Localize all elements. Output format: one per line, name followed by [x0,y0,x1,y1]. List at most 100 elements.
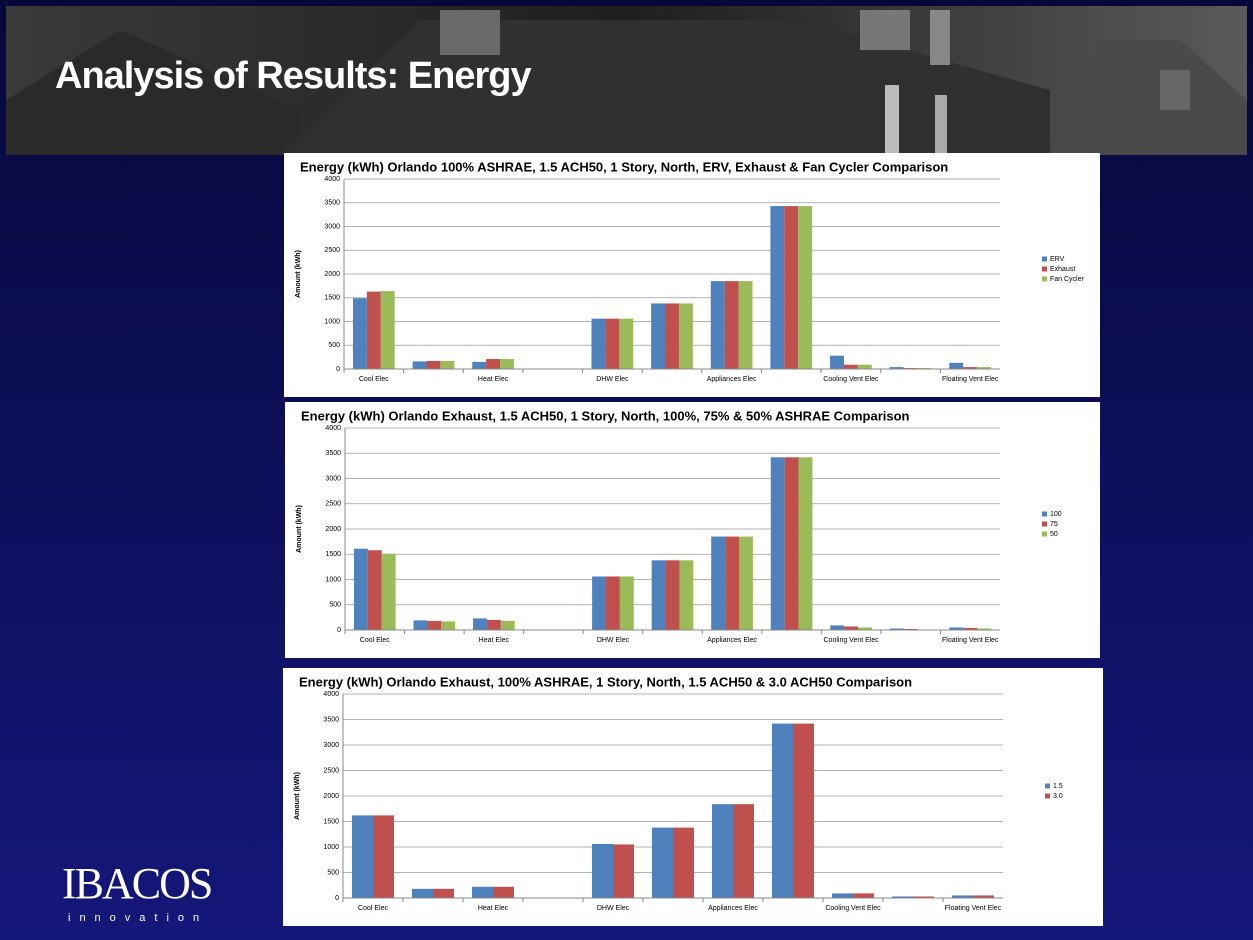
y-tick-label: 4000 [323,691,339,698]
y-tick-label: 2000 [324,271,340,278]
bar [977,367,992,369]
bar [353,548,368,630]
x-tick-label: Floating Vent Elec [942,637,999,644]
x-tick-label: DHW Elec [596,376,629,383]
y-tick-label: 1500 [324,295,340,302]
bar [500,359,514,369]
bar [830,625,845,630]
bar [738,536,753,630]
bar [738,281,753,369]
header-image [6,6,1247,155]
bar [413,620,428,630]
bar [652,827,673,898]
bar [352,815,373,898]
y-tick-label: 3500 [323,716,339,723]
y-tick-label: 3000 [324,223,340,230]
bar [486,359,501,369]
bar [679,560,694,630]
slide-title: Analysis of Results: Energy [55,55,531,97]
x-tick-label: Appliances Elec [707,637,757,644]
bar [963,627,978,630]
bar [412,361,427,369]
chart-title: Energy (kWh) Orlando 100% ASHRAE, 1.5 AC… [300,159,948,174]
bar [798,457,813,630]
legend-swatch [1042,521,1047,527]
y-tick-label: 500 [327,869,339,876]
legend-swatch [1042,256,1047,262]
legend-label: 100 [1050,511,1062,518]
bar [613,844,634,898]
bar [858,627,872,630]
legend-label: 75 [1050,521,1058,528]
legend-swatch [1045,793,1050,799]
bar [473,618,487,630]
bar [678,303,693,369]
y-tick-label: 1500 [325,551,341,558]
bar [843,364,858,369]
bar [440,360,455,369]
x-tick-label: Cooling Vent Elec [825,905,881,912]
bar [673,827,694,898]
x-tick-label: Appliances Elec [707,376,757,383]
bar [373,815,394,898]
bar [712,804,733,898]
legend-swatch [1042,511,1047,517]
y-tick-label: 0 [336,366,340,373]
y-tick-label: 2500 [325,501,341,508]
bar [500,620,515,630]
bar [433,888,454,898]
bar [725,536,739,630]
legend-swatch [1042,266,1047,272]
bar [366,291,381,369]
bar [352,298,367,369]
legend-swatch [1042,276,1047,282]
bar [606,576,620,630]
bar [913,896,934,898]
bar [952,895,973,898]
legend-swatch [1045,783,1050,789]
y-axis-label: Amount (kWh) [296,505,303,553]
x-tick-label: Cool Elec [360,637,390,644]
x-tick-label: Heat Elec [478,376,509,383]
bar [830,355,844,369]
legend-swatch [1042,531,1047,537]
y-tick-label: 2500 [323,767,339,774]
chart-title: Energy (kWh) Orlando Exhaust, 1.5 ACH50,… [301,408,910,423]
x-tick-label: DHW Elec [597,637,630,644]
bar [441,621,456,630]
x-tick-label: Cooling Vent Elec [823,376,879,383]
x-tick-label: DHW Elec [597,905,630,912]
bar [853,893,874,898]
bar [592,843,613,898]
bar [793,723,814,898]
bar [963,367,978,369]
x-tick-label: Heat Elec [478,905,509,912]
bar [427,620,442,630]
chart: Energy (kWh) Orlando Exhaust, 100% ASHRA… [283,668,1103,926]
bar [784,457,799,630]
bar [784,206,799,369]
legend-label: 1.5 [1053,783,1063,790]
bar [592,576,607,630]
bar [798,206,813,369]
y-tick-label: 1500 [323,818,339,825]
y-tick-label: 4000 [324,176,340,183]
y-axis-label: Amount (kWh) [295,250,302,298]
y-tick-label: 500 [329,602,341,609]
y-tick-label: 0 [337,627,341,634]
x-tick-label: Heat Elec [479,637,510,644]
bar [426,360,441,369]
bar [710,281,725,369]
y-axis-label: Amount (kWh) [294,772,301,820]
bar [892,896,913,898]
chart: Energy (kWh) Orlando Exhaust, 1.5 ACH50,… [285,402,1100,658]
bar [949,362,964,369]
bar [619,576,634,630]
chart-title: Energy (kWh) Orlando Exhaust, 100% ASHRA… [299,674,912,689]
legend-label: ERV [1050,256,1065,263]
x-tick-label: Floating Vent Elec [942,376,999,383]
bar [724,281,739,369]
y-tick-label: 2000 [323,793,339,800]
y-tick-label: 0 [335,895,339,902]
